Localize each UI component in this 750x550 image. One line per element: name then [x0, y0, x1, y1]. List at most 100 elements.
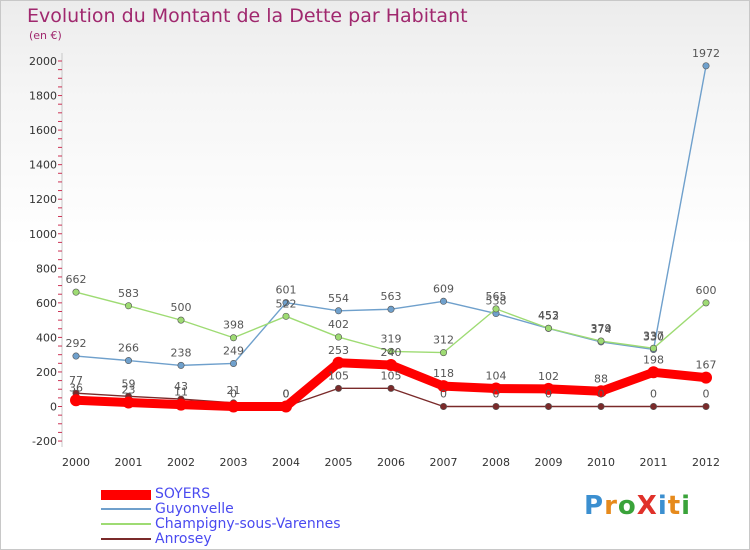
- data-point: [439, 402, 447, 410]
- data-point: [72, 352, 80, 360]
- data-point: [542, 382, 555, 395]
- data-point: [700, 371, 712, 384]
- data-point: [334, 384, 342, 392]
- data-label: 500: [171, 301, 192, 314]
- chart-title: Evolution du Montant de la Dette par Hab…: [27, 5, 468, 27]
- data-label: 105: [328, 369, 349, 382]
- x-tick-label: 2009: [535, 456, 563, 469]
- logo-letter: i: [681, 491, 692, 521]
- data-point: [595, 385, 607, 398]
- data-label: 249: [223, 344, 244, 357]
- data-label: 198: [643, 353, 664, 366]
- logo-letter: P: [584, 491, 605, 521]
- data-label: 565: [486, 290, 507, 303]
- y-tick-label: 1600: [29, 124, 57, 137]
- data-point: [597, 402, 605, 410]
- y-tick-label: -200: [32, 435, 57, 448]
- series-line-guyonvelle: [75, 65, 707, 367]
- data-label: 0: [545, 388, 552, 401]
- y-tick-label: 200: [36, 366, 57, 379]
- data-label: 609: [433, 282, 454, 295]
- data-point: [332, 356, 345, 369]
- data-label: 292: [66, 337, 87, 350]
- data-point: [387, 305, 395, 313]
- data-point: [122, 396, 135, 409]
- data-label: 253: [328, 344, 349, 357]
- data-point: [227, 400, 240, 413]
- data-point: [230, 334, 238, 342]
- legend-swatch-anrosey: [101, 538, 151, 540]
- data-point: [72, 288, 80, 296]
- data-point: [544, 402, 552, 410]
- x-tick-label: 2012: [692, 456, 720, 469]
- x-tick-label: 2003: [220, 456, 248, 469]
- legend-swatch-guyonvelle: [101, 508, 151, 510]
- legend-swatch-champigny: [101, 523, 151, 525]
- data-label: 319: [381, 332, 402, 345]
- data-point: [702, 402, 710, 410]
- y-tick-label: 400: [36, 331, 57, 344]
- data-label: 330: [643, 330, 664, 343]
- x-tick-label: 2008: [482, 456, 510, 469]
- data-label: 88: [594, 372, 608, 385]
- legend-label-champigny: Champigny-sous-Varennes: [155, 516, 341, 532]
- data-label: 43: [174, 380, 188, 393]
- y-tick-label: 1800: [29, 90, 57, 103]
- data-point: [282, 299, 290, 307]
- data-label: 266: [118, 342, 139, 355]
- data-point: [387, 347, 395, 355]
- data-label: 21: [227, 384, 241, 397]
- data-label: 23: [122, 384, 136, 397]
- data-label: 554: [328, 292, 349, 305]
- y-tick-label: 1000: [29, 228, 57, 241]
- y-tick-label: 1400: [29, 159, 57, 172]
- data-point: [492, 402, 500, 410]
- data-point: [125, 302, 133, 310]
- y-tick-label: 800: [36, 262, 57, 275]
- data-point: [385, 359, 397, 372]
- data-label: 453: [538, 309, 559, 322]
- data-label: 167: [696, 359, 717, 372]
- y-tick-label: 0: [50, 401, 57, 414]
- data-label: 238: [171, 346, 192, 359]
- data-point: [492, 305, 500, 313]
- data-label: 104: [486, 370, 507, 383]
- data-label: 0: [283, 388, 290, 401]
- data-label: 105: [381, 369, 402, 382]
- legend-swatch-soyers: [101, 490, 151, 500]
- data-point: [177, 361, 185, 369]
- data-label: 0: [703, 388, 710, 401]
- data-label: 402: [328, 318, 349, 331]
- data-point: [70, 394, 82, 407]
- data-label: 77: [69, 374, 83, 387]
- data-label: 600: [696, 284, 717, 297]
- data-point: [544, 324, 552, 332]
- data-label: 398: [223, 319, 244, 332]
- logo-letter: X: [636, 491, 658, 521]
- data-point: [334, 333, 342, 341]
- data-point: [647, 366, 660, 379]
- data-label: 522: [276, 297, 297, 310]
- data-label: 374: [591, 323, 612, 336]
- legend-label-soyers: SOYERS: [155, 486, 211, 502]
- x-tick-label: 2006: [377, 456, 405, 469]
- x-tick-label: 2005: [325, 456, 353, 469]
- data-label: 240: [381, 346, 402, 359]
- data-point: [334, 307, 342, 315]
- data-label: 118: [433, 367, 454, 380]
- data-point: [649, 344, 657, 352]
- data-point: [280, 400, 292, 413]
- logo-letter: r: [604, 491, 618, 521]
- data-label: 0: [230, 388, 237, 401]
- data-point: [439, 297, 447, 305]
- data-label: 337: [643, 329, 664, 342]
- data-point: [702, 299, 710, 307]
- data-point: [387, 384, 395, 392]
- data-label: 452: [538, 309, 559, 322]
- data-label: 0: [650, 388, 657, 401]
- x-tick-label: 2000: [62, 456, 90, 469]
- logo-letter: t: [667, 491, 682, 521]
- logo-letter: i: [657, 491, 668, 521]
